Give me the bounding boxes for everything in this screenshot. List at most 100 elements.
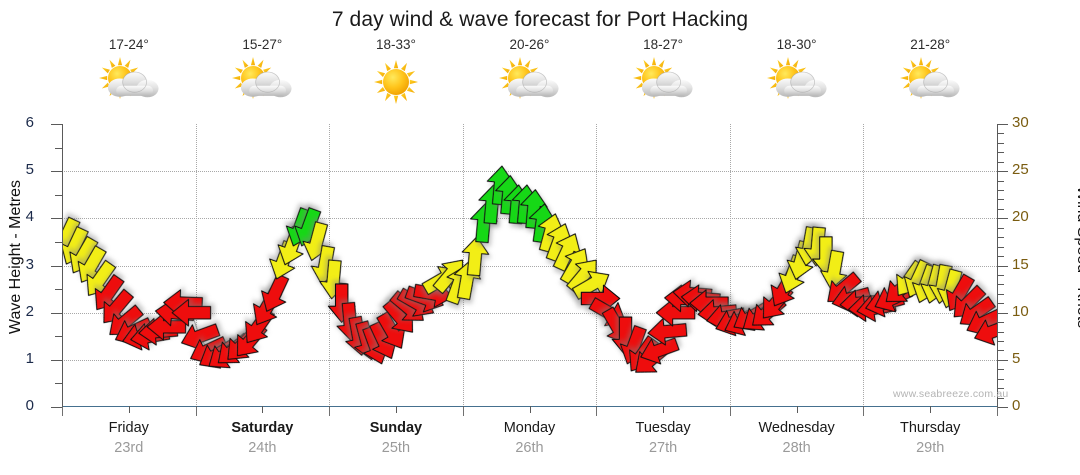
page-title: 7 day wind & wave forecast for Port Hack… — [331, 8, 749, 31]
left-axis-tick — [55, 241, 62, 243]
day-separator — [462, 407, 464, 416]
plot-area — [62, 124, 997, 407]
bottom-axis-tick — [796, 406, 798, 413]
right-axis-tick — [997, 246, 1004, 248]
right-axis-tick — [997, 369, 1004, 371]
right-axis-tick — [997, 312, 1008, 314]
left-axis-tick — [51, 359, 62, 361]
day-header-sunday: 18-33° — [329, 36, 463, 108]
right-axis-tick — [997, 180, 1004, 182]
day-date: 28th — [782, 440, 811, 456]
day-temperature-range: 21-28° — [910, 37, 951, 52]
left-axis-tick — [55, 289, 62, 291]
horizontal-gridline — [62, 265, 997, 267]
left-axis-tick — [51, 312, 62, 314]
day-temperature-range: 18-30° — [776, 37, 817, 52]
day-boundary-gridline — [195, 124, 197, 407]
right-axis-tick — [997, 218, 1008, 220]
day-separator — [62, 407, 63, 416]
right-axis-label: 30 — [1012, 114, 1029, 131]
horizontal-gridline — [62, 312, 997, 314]
right-axis-tick — [997, 237, 1004, 239]
day-footer-saturday[interactable]: Saturday 24th — [196, 418, 330, 458]
right-axis-tick — [997, 397, 1004, 399]
day-name: Friday — [108, 420, 149, 436]
right-axis-tick — [997, 293, 1004, 295]
day-name: Thursday — [899, 420, 961, 436]
day-temperature-range: 20-26° — [509, 37, 550, 52]
partly-cloudy-icon — [730, 56, 864, 108]
bottom-axis-tick — [663, 406, 665, 413]
right-axis-tick — [997, 142, 1004, 144]
day-name: Tuesday — [635, 420, 691, 436]
day-date: 26th — [515, 440, 544, 456]
left-axis-tick — [55, 194, 62, 196]
right-axis-title: Wind Speed - Knots — [1074, 185, 1080, 329]
left-axis-title: Wave Height - Metres — [7, 179, 24, 335]
right-axis-label: 25 — [1012, 161, 1029, 179]
wind-arrow — [974, 318, 997, 346]
day-header-friday: 17-24° — [62, 36, 196, 108]
day-separator — [596, 407, 598, 416]
day-date: 25th — [381, 440, 411, 456]
day-footer-sunday[interactable]: Sunday 25th — [329, 418, 463, 458]
right-axis-label: 5 — [1012, 349, 1021, 367]
right-axis-tick — [997, 124, 1008, 125]
left-axis-tick — [51, 407, 62, 408]
day-separator — [329, 407, 331, 416]
right-axis-label: 10 — [1012, 302, 1029, 320]
day-temperature-range: 18-33° — [375, 37, 416, 52]
day-header-thursday: 21-28° — [863, 36, 997, 108]
bottom-axis-tick — [128, 406, 130, 413]
wind-arrow — [647, 317, 688, 346]
day-footer-thursday[interactable]: Thursday 29th — [863, 418, 997, 458]
right-axis-tick — [997, 227, 1004, 229]
right-axis-tick — [997, 350, 1004, 352]
day-temperature-range: 15-27° — [242, 37, 283, 52]
horizontal-gridline — [62, 171, 997, 173]
left-axis-label: 6 — [25, 114, 34, 131]
day-footer-wednesday[interactable]: Wednesday 28th — [730, 418, 864, 458]
right-axis-tick — [997, 407, 1008, 408]
day-date: 27th — [648, 440, 678, 456]
left-axis-label: 0 — [25, 397, 34, 414]
right-axis-tick — [997, 199, 1004, 201]
right-axis-tick — [997, 161, 1004, 163]
partly-cloudy-icon — [62, 56, 196, 108]
partly-cloudy-icon — [596, 56, 730, 108]
right-axis-tick — [997, 265, 1008, 267]
day-footer-tuesday[interactable]: Tuesday 27th — [596, 418, 730, 458]
left-axis-tick — [55, 147, 62, 149]
bottom-axis-tick — [395, 406, 397, 413]
right-axis-tick — [997, 359, 1008, 361]
right-axis-label: 15 — [1012, 255, 1029, 273]
right-axis-tick — [997, 152, 1004, 154]
day-boundary-gridline — [729, 124, 731, 407]
day-date: 23rd — [114, 440, 144, 456]
partly-cloudy-icon — [863, 56, 997, 108]
left-axis-label: 5 — [25, 161, 34, 179]
left-axis-label: 4 — [25, 208, 34, 226]
day-header-saturday: 15-27° — [196, 36, 330, 108]
day-separator — [997, 407, 998, 416]
right-axis-tick — [997, 208, 1004, 210]
right-axis-label: 20 — [1012, 208, 1029, 226]
right-axis-tick — [997, 340, 1004, 342]
left-axis-label: 2 — [25, 302, 34, 320]
left-axis-tick — [55, 383, 62, 385]
day-header-monday: 20-26° — [463, 36, 597, 108]
right-axis-tick — [997, 378, 1004, 380]
left-axis-line — [62, 124, 63, 407]
day-footer-friday[interactable]: Friday 23rd — [62, 418, 196, 458]
bottom-axis-tick — [930, 406, 932, 413]
day-header-tuesday: 18-27° — [596, 36, 730, 108]
left-axis-tick — [51, 218, 62, 220]
sunny-icon — [329, 56, 463, 108]
wind-arrow — [261, 273, 290, 312]
day-footer-monday[interactable]: Monday 26th — [463, 418, 597, 458]
left-axis-tick — [55, 336, 62, 338]
bottom-axis-tick — [262, 406, 264, 413]
right-axis-tick — [997, 331, 1004, 333]
day-date: 29th — [916, 440, 945, 456]
